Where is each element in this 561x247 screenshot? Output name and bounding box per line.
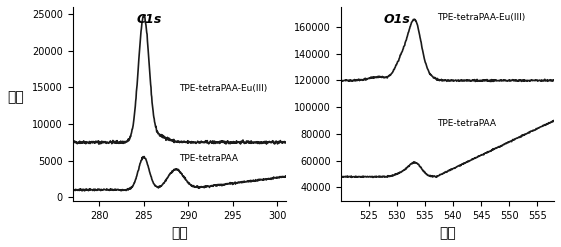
- X-axis label: 键能: 键能: [171, 226, 188, 240]
- X-axis label: 键能: 键能: [439, 226, 456, 240]
- Text: O1s: O1s: [383, 13, 410, 26]
- Text: C1s: C1s: [137, 13, 162, 26]
- Text: TPE-tetraPAA: TPE-tetraPAA: [436, 119, 495, 128]
- Text: TPE-tetraPAA-Eu(III): TPE-tetraPAA-Eu(III): [436, 13, 525, 22]
- Y-axis label: 强度: 强度: [7, 90, 24, 104]
- Text: TPE-tetraPAA: TPE-tetraPAA: [180, 154, 238, 163]
- Text: TPE-tetraPAA-Eu(III): TPE-tetraPAA-Eu(III): [180, 84, 268, 93]
